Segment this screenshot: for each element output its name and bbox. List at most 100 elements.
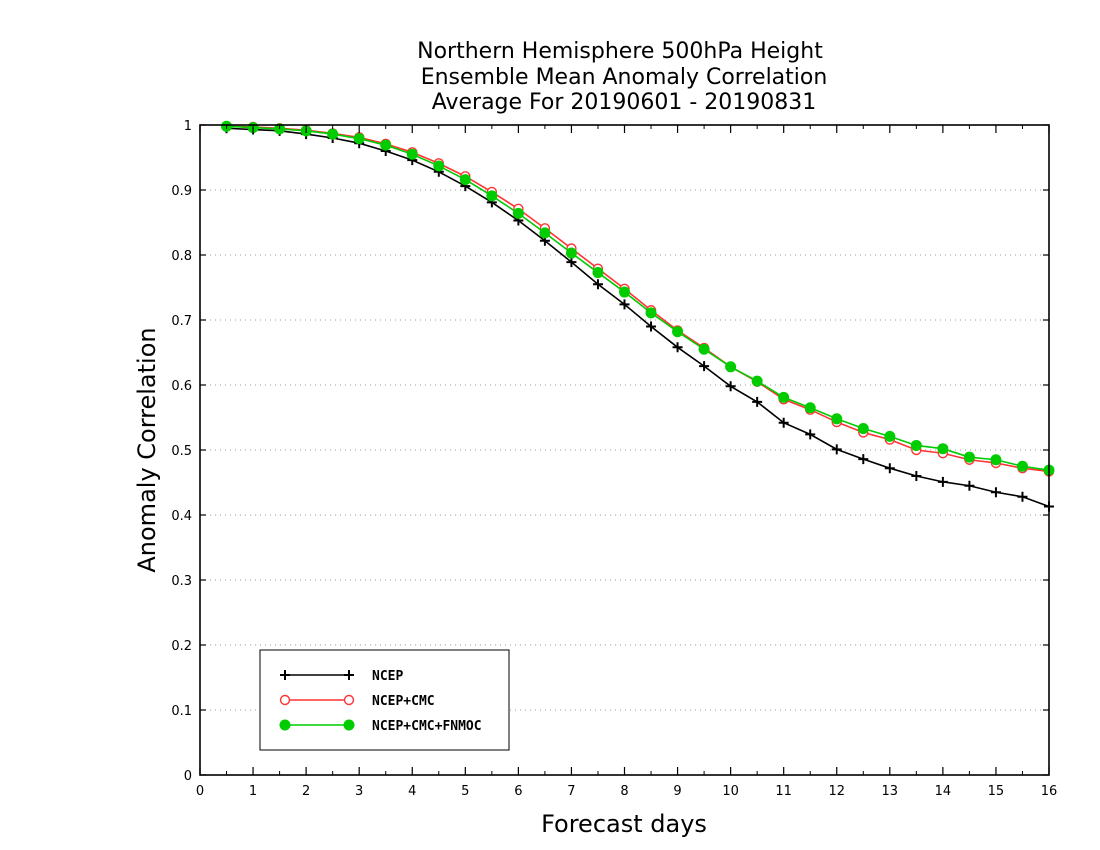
x-axis-title: Forecast days	[541, 810, 707, 838]
data-point	[672, 342, 683, 353]
legend-label: NCEP+CMC	[372, 694, 435, 709]
y-tick-label: 0.1	[171, 704, 192, 719]
chart-title: Northern Hemisphere 500hPa Height Ensemb…	[417, 39, 827, 115]
data-point	[725, 381, 736, 392]
legend: NCEP NCEP+CMC NCEP+CMC+FNMOC	[259, 649, 510, 751]
data-point	[831, 444, 842, 455]
data-point	[884, 430, 896, 442]
data-point	[353, 133, 365, 145]
series-ncep-cmc	[221, 121, 1055, 477]
data-point	[963, 451, 975, 463]
data-point	[592, 279, 603, 290]
data-point	[433, 160, 445, 172]
data-point	[857, 423, 869, 435]
y-tick-label: 0.7	[171, 314, 192, 329]
x-axis: 0 1 2 3 4 5 6 7 8 9 10 11 12 13 14 15 16	[196, 125, 1057, 799]
y-axis-title: Anomaly Correlation	[133, 327, 161, 572]
data-point	[937, 476, 948, 487]
y-tick-label: 0.4	[171, 509, 192, 524]
y-tick-label: 1	[184, 119, 192, 134]
data-point	[752, 396, 763, 407]
data-point	[751, 375, 763, 387]
x-tick-label: 2	[302, 784, 310, 799]
title-line-1: Northern Hemisphere 500hPa Height	[417, 39, 823, 64]
data-point	[990, 487, 1001, 498]
series-ncep-cmc-fnmoc	[221, 120, 1055, 476]
legend-marker	[279, 694, 291, 706]
data-point	[1017, 491, 1028, 502]
series-line	[226, 125, 1050, 471]
x-tick-label: 8	[620, 784, 628, 799]
x-tick-label: 10	[722, 784, 739, 799]
data-point	[646, 321, 657, 332]
y-tick-label: 0.9	[171, 184, 192, 199]
y-tick-label: 0.8	[171, 249, 192, 264]
x-tick-label: 4	[408, 784, 416, 799]
data-point	[459, 174, 471, 186]
data-point	[406, 148, 418, 160]
y-tick-label: 0.2	[171, 639, 192, 654]
series-ncep	[221, 123, 1054, 512]
data-point	[778, 391, 790, 403]
series-line	[226, 127, 1050, 508]
data-point	[327, 128, 339, 140]
x-tick-label: 9	[673, 784, 681, 799]
data-point	[592, 267, 604, 279]
x-tick-label: 0	[196, 784, 204, 799]
data-point	[804, 402, 816, 414]
data-point	[672, 326, 684, 338]
data-point	[619, 286, 630, 298]
legend-item: NCEP	[280, 669, 403, 684]
x-tick-label: 12	[828, 784, 845, 799]
data-point	[911, 471, 922, 481]
legend-label: NCEP	[372, 669, 403, 684]
data-point	[698, 343, 710, 355]
data-point	[910, 439, 922, 451]
data-point	[831, 413, 843, 425]
x-tick-label: 5	[461, 784, 469, 799]
data-point	[566, 257, 577, 268]
data-point	[990, 454, 1002, 466]
x-tick-label: 11	[775, 784, 792, 799]
data-point	[805, 429, 816, 440]
data-point	[778, 417, 789, 428]
data-point	[858, 454, 869, 465]
data-point	[486, 190, 498, 202]
legend-marker	[280, 670, 290, 680]
data-point	[512, 207, 524, 219]
series-layer	[221, 120, 1055, 512]
data-point	[619, 299, 630, 310]
y-tick-label: 0	[184, 769, 192, 784]
data-point	[964, 480, 975, 491]
data-point	[645, 307, 657, 319]
data-point	[884, 463, 895, 474]
legend-item: NCEP+CMC	[279, 694, 435, 709]
y-tick-label: 0.3	[171, 574, 192, 589]
legend-marker	[344, 670, 354, 680]
title-line-3: Average For 20190601 - 20190831	[432, 90, 817, 115]
data-point	[380, 139, 392, 151]
x-tick-label: 6	[514, 784, 522, 799]
x-tick-label: 15	[988, 784, 1005, 799]
legend-marker	[279, 719, 291, 731]
data-point	[539, 227, 551, 239]
legend-marker	[343, 719, 355, 731]
data-point	[725, 361, 737, 373]
legend-label: NCEP+CMC+FNMOC	[372, 719, 482, 734]
x-tick-label: 16	[1041, 784, 1058, 799]
series-line	[226, 125, 1050, 473]
y-tick-label: 0.6	[171, 379, 192, 394]
x-tick-label: 3	[355, 784, 363, 799]
x-tick-label: 7	[567, 784, 575, 799]
title-line-2: Ensemble Mean Anomaly Correlation	[421, 65, 828, 90]
y-axis: 0 0.1 0.2 0.3 0.4 0.5 0.6 0.7 0.8 0.9 1	[171, 119, 1049, 784]
data-point	[1016, 460, 1028, 472]
x-tick-label: 14	[935, 784, 952, 799]
x-tick-label: 1	[249, 784, 257, 799]
data-point	[937, 443, 949, 455]
x-tick-label: 13	[882, 784, 899, 799]
data-point	[565, 247, 577, 259]
data-point	[699, 361, 710, 372]
legend-item: NCEP+CMC+FNMOC	[279, 719, 482, 734]
